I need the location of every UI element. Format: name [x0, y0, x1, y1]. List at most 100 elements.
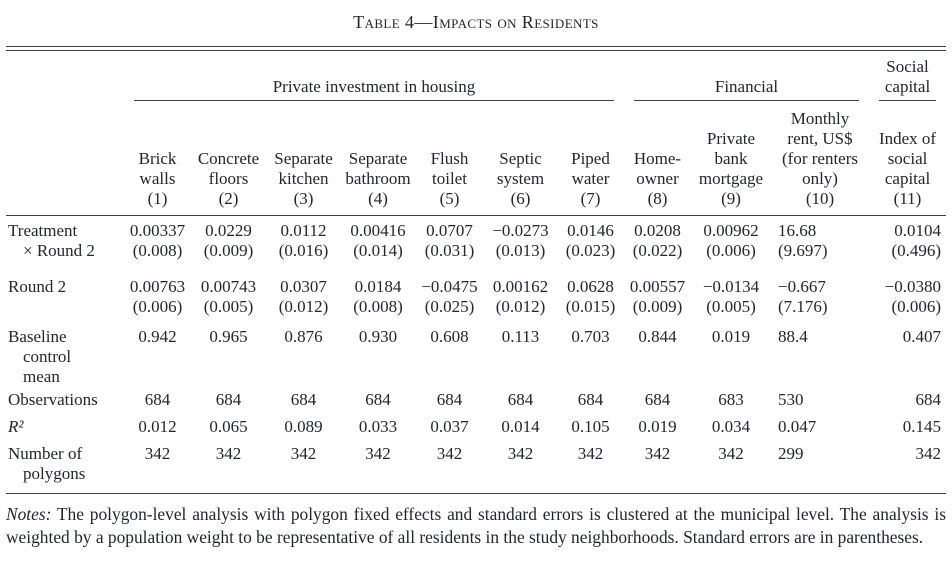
table-row: Round 2 0.00763 (0.006) 0.00743 (0.005) 0.030… [6, 261, 946, 317]
data-cell: 0.113 [484, 317, 557, 387]
coefficient: 0.00416 [350, 221, 406, 240]
column-header-line: system [496, 169, 545, 188]
standard-error: (0.009) [203, 241, 254, 260]
coefficient: 684 [215, 390, 242, 409]
column-header: Septic system (6) [484, 101, 557, 216]
row-label: Treatment × Round 2 [6, 216, 124, 262]
data-cell: 0.00557 (0.009) [624, 261, 691, 317]
data-cell: 342 [341, 437, 415, 494]
column-number: (9) [721, 189, 741, 208]
data-cell: 342 [691, 437, 771, 494]
data-cell: 684 [415, 387, 484, 410]
data-cell: 342 [415, 437, 484, 494]
data-cell: 0.703 [557, 317, 624, 387]
column-header-line: water [571, 169, 610, 188]
data-cell: 0.876 [266, 317, 341, 387]
standard-error: (0.022) [632, 241, 683, 260]
notes-label: Notes: [6, 504, 52, 524]
column-header-line: walls [139, 169, 176, 188]
table-row: Baseline control mean 0.942 0.965 0.876 0.930 0… [6, 317, 946, 387]
column-header-line: Index of [878, 129, 937, 148]
coefficient: 0.065 [209, 417, 248, 436]
coefficient: 0.930 [358, 327, 398, 346]
top-double-rule [6, 46, 946, 51]
group-header: Financial [624, 51, 869, 101]
data-cell: 0.034 [691, 410, 771, 437]
data-cell: 684 [191, 387, 266, 410]
standard-error: (7.176) [778, 297, 828, 316]
group-header: Private investment in housing [124, 51, 624, 101]
group-underline: Private investment in housing [134, 77, 614, 101]
data-cell: 0.065 [191, 410, 266, 437]
data-cell: −0.667 (7.176) [771, 261, 869, 317]
column-header-line: social [887, 149, 928, 168]
table-head: Private investment in housing Financial So… [6, 51, 947, 216]
data-cell: 0.145 [869, 410, 946, 437]
coefficient: 0.033 [358, 417, 398, 436]
coefficient: 0.019 [638, 417, 677, 436]
coefficient: 0.0307 [280, 277, 327, 296]
coefficient: 0.00743 [200, 277, 257, 296]
data-cell: 342 [557, 437, 624, 494]
column-header: Brick walls (1) [124, 101, 191, 216]
coefficient: −0.667 [778, 277, 826, 296]
coefficient: 342 [144, 444, 171, 463]
standard-error: (0.025) [424, 297, 475, 316]
standard-error: (0.015) [565, 297, 616, 316]
coefficient: 684 [290, 390, 317, 409]
coefficient: 0.608 [430, 327, 469, 346]
standard-error: (0.016) [278, 241, 329, 260]
coefficient: 0.089 [284, 417, 323, 436]
row-label: Round 2 [6, 261, 124, 317]
column-header-line: floors [208, 169, 249, 188]
coefficient: 0.113 [501, 327, 540, 346]
data-cell: 342 [624, 437, 691, 494]
column-header: Home-owner (8) [624, 101, 691, 216]
table-row: R² 0.012 0.065 0.089 0.033 0.037 0.014 0.105 0.0… [6, 410, 946, 437]
row-label-header [6, 101, 124, 216]
data-cell: 342 [124, 437, 191, 494]
coefficient: −0.0475 [421, 277, 478, 296]
data-cell: 0.0707 (0.031) [415, 216, 484, 262]
results-table: Private investment in housing Financial So… [6, 51, 947, 494]
column-number: (3) [293, 189, 314, 208]
data-cell: 0.942 [124, 317, 191, 387]
data-cell: 0.930 [341, 317, 415, 387]
column-header: Flush toilet (5) [415, 101, 484, 216]
coefficient: 684 [436, 390, 463, 409]
column-header-line: Separate [348, 149, 408, 168]
column-header-line: Brick [138, 149, 177, 168]
standard-error: (0.012) [278, 297, 329, 316]
column-header-line: mortgage [698, 169, 764, 188]
data-cell: 88.4 [771, 317, 869, 387]
coefficient: 0.014 [501, 417, 540, 436]
coefficient: 0.00962 [703, 221, 759, 240]
row-label-line: control [23, 347, 72, 366]
coefficient: 342 [290, 444, 317, 463]
column-header-line: bank [714, 149, 748, 168]
data-cell: 0.00416 (0.014) [341, 216, 415, 262]
standard-error: (0.006) [891, 297, 942, 316]
group-label: Private investment in housing [272, 77, 476, 96]
coefficient: 684 [144, 390, 171, 409]
standard-error: (0.005) [706, 297, 756, 316]
data-cell: 342 [869, 437, 946, 494]
coefficient: 342 [718, 444, 744, 463]
column-header: Private bank mortgage (9) [691, 101, 771, 216]
coefficient: 0.0184 [354, 277, 402, 296]
column-header: Separate kitchen (3) [266, 101, 341, 216]
data-cell: 684 [341, 387, 415, 410]
row-label-line: polygons [23, 464, 86, 483]
coefficient: 0.0112 [280, 221, 327, 240]
column-number: (10) [805, 189, 835, 208]
coefficient: 88.4 [778, 327, 808, 346]
table-body: Treatment × Round 2 0.00337 (0.008) 0.0229 (0… [6, 216, 946, 494]
coefficient: 0.0146 [567, 221, 614, 240]
row-label: Baseline control mean [6, 317, 124, 387]
coefficient: 0.012 [138, 417, 177, 436]
coefficient: 0.0229 [205, 221, 252, 240]
coefficient: 0.019 [711, 327, 751, 346]
coefficient: 0.037 [430, 417, 469, 436]
coefficient: 684 [365, 390, 391, 409]
